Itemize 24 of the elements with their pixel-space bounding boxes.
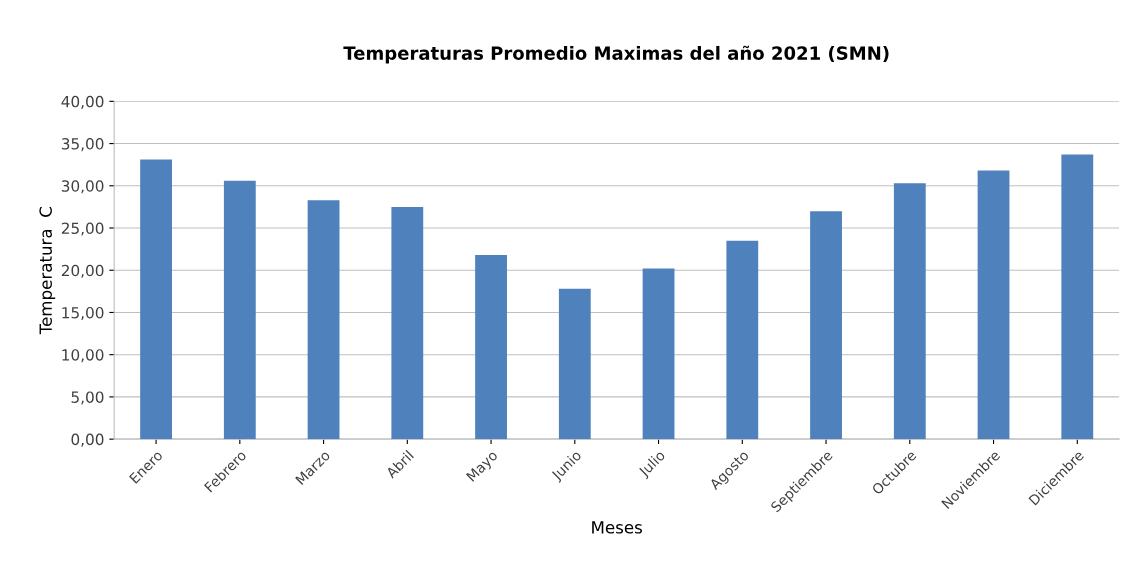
- y-tick-label: 25,00: [61, 222, 104, 236]
- y-tick-label: 30,00: [61, 180, 104, 194]
- bar: [893, 183, 926, 440]
- bar: [1061, 154, 1094, 440]
- y-tick-label: 20,00: [61, 264, 104, 278]
- y-tick-label: 10,00: [62, 349, 104, 363]
- y-tick-label: 35,00: [61, 138, 104, 152]
- bar: [307, 200, 340, 440]
- bar: [977, 170, 1010, 440]
- y-tick-label: 5,00: [71, 391, 104, 405]
- bar: [810, 211, 842, 440]
- bar: [558, 288, 591, 440]
- y-tick-label: 15,00: [62, 306, 104, 321]
- chart-title: Temperaturas Promedio Maximas del año 2021 (SMN): [343, 45, 889, 64]
- y-tick-label: 40,00: [61, 95, 104, 109]
- bar: [391, 206, 424, 440]
- y-axis-title: Temperatura C: [39, 207, 56, 335]
- bar: [642, 268, 675, 440]
- x-axis-title: Meses: [592, 521, 642, 534]
- bar: [223, 180, 256, 440]
- bar: [726, 240, 759, 440]
- y-tick-label: 0,00: [71, 433, 104, 447]
- bar: [475, 255, 507, 440]
- bar: [140, 159, 172, 440]
